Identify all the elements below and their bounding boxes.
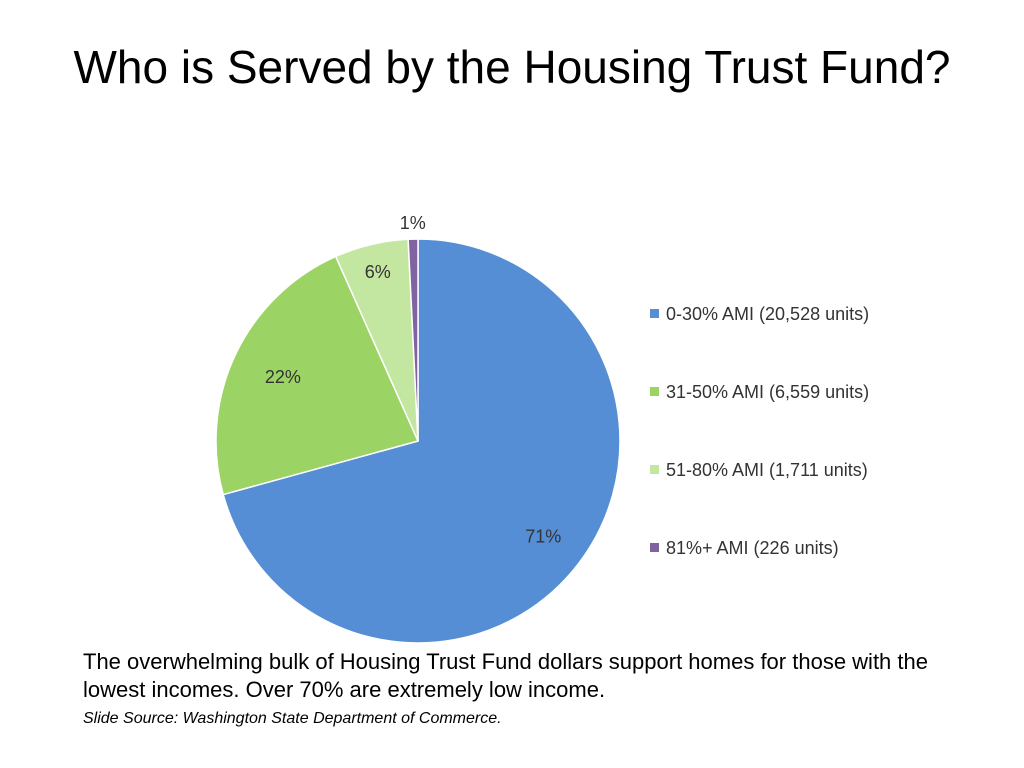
pie-slice-4 bbox=[407, 238, 419, 442]
chart-legend: 0-30% AMI (20,528 units) 31-50% AMI (6,55… bbox=[650, 304, 869, 558]
pie-chart: 71% 22% 6% 1% 0-30% AMI (20,528 units) 31-50… bbox=[215, 213, 869, 644]
pie-slice-labels: 71% 22% 6% 1% bbox=[265, 213, 561, 547]
legend-label-2: 31-50% AMI (6,559 units) bbox=[666, 382, 869, 402]
slide-title: Who is Served by the Housing Trust Fund? bbox=[73, 41, 951, 93]
legend-label-3: 51-80% AMI (1,711 units) bbox=[666, 460, 868, 480]
pie-slice-2 bbox=[215, 255, 420, 496]
legend-swatch-2 bbox=[650, 387, 659, 396]
slide-source: Slide Source: Washington State Departmen… bbox=[83, 710, 502, 727]
pie-slice-label-1: 71% bbox=[525, 527, 561, 547]
slide-caption: The overwhelming bulk of Housing Trust F… bbox=[83, 649, 928, 702]
legend-swatch-1 bbox=[650, 309, 659, 318]
pie-slice-label-4: 1% bbox=[400, 213, 426, 233]
legend-swatch-3 bbox=[650, 465, 659, 474]
legend-swatch-4 bbox=[650, 543, 659, 552]
pie-slice-label-3: 6% bbox=[365, 262, 391, 282]
legend-label-1: 0-30% AMI (20,528 units) bbox=[666, 304, 869, 324]
legend-label-4: 81%+ AMI (226 units) bbox=[666, 538, 839, 558]
pie-slice-1 bbox=[222, 238, 621, 644]
pie-slice-label-2: 22% bbox=[265, 367, 301, 387]
pie-slices bbox=[215, 238, 621, 644]
